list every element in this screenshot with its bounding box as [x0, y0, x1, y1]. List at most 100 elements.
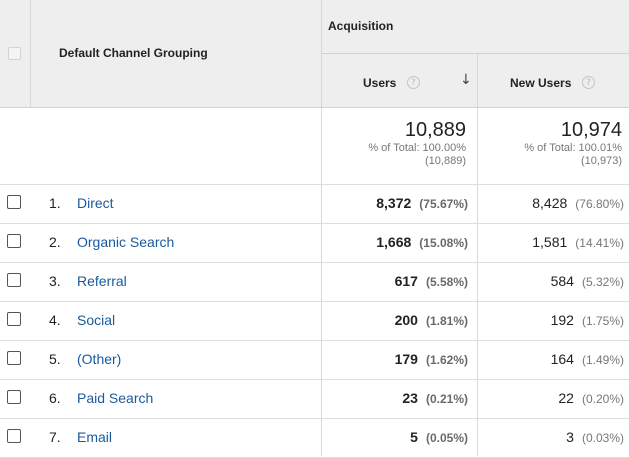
new-users-percent: (0.20%)	[581, 392, 624, 406]
users-cell: 179 (1.62%)	[322, 351, 468, 367]
row-checkbox[interactable]	[7, 195, 21, 209]
users-percent: (15.08%)	[419, 236, 468, 250]
users-total-value: 10,889	[404, 119, 466, 141]
users-percent: (0.05%)	[425, 431, 468, 445]
divider	[0, 418, 629, 419]
new-users-cell: 22 (0.20%)	[478, 390, 624, 406]
divider	[0, 262, 629, 263]
new-users-cell: 3 (0.03%)	[478, 429, 624, 445]
new-users-cell: 192 (1.75%)	[478, 312, 624, 328]
users-value: 5	[410, 429, 418, 445]
new-users-value: 1,581	[532, 234, 568, 250]
row-checkbox[interactable]	[7, 429, 21, 443]
new-users-total-base: (10,973)	[581, 155, 622, 167]
users-percent: (5.58%)	[425, 275, 468, 289]
row-checkbox[interactable]	[7, 390, 21, 404]
row-number: 5.	[49, 351, 61, 367]
table-row: 1. Direct 8,372 (75.67%) 8,428 (76.80%)	[0, 185, 629, 224]
divider	[0, 301, 629, 302]
new-users-value: 22	[558, 390, 574, 406]
divider	[321, 0, 322, 456]
new-users-percent: (14.41%)	[575, 236, 624, 250]
new-users-cell: 8,428 (76.80%)	[478, 195, 624, 211]
channel-link[interactable]: (Other)	[77, 351, 122, 367]
new-users-total: 10,974 % of Total: 100.01% (10,973)	[478, 119, 622, 168]
new-users-cell: 164 (1.49%)	[478, 351, 624, 367]
row-checkbox[interactable]	[7, 273, 21, 287]
users-total-base: (10,889)	[425, 155, 466, 167]
divider	[0, 379, 629, 380]
users-value: 1,668	[376, 234, 412, 250]
users-cell: 617 (5.58%)	[322, 273, 468, 289]
row-checkbox[interactable]	[7, 312, 21, 326]
new-users-value: 192	[550, 312, 574, 328]
new-users-total-pct: % of Total: 100.01%	[524, 142, 622, 154]
table-row: 7. Email 5 (0.05%) 3 (0.03%)	[0, 419, 629, 458]
divider	[0, 340, 629, 341]
users-value: 200	[394, 312, 418, 328]
channel-link[interactable]: Social	[77, 312, 116, 328]
new-users-percent: (5.32%)	[581, 275, 624, 289]
row-number: 1.	[49, 195, 61, 211]
table-row: 6. Paid Search 23 (0.21%) 22 (0.20%)	[0, 380, 629, 419]
header-columns-bg	[321, 53, 629, 107]
channel-link[interactable]: Organic Search	[77, 234, 175, 250]
users-percent: (1.81%)	[425, 314, 468, 328]
help-icon[interactable]: ?	[406, 76, 420, 90]
users-value: 8,372	[376, 195, 412, 211]
new-users-column-header[interactable]: New Users ?	[510, 74, 595, 92]
row-number: 4.	[49, 312, 61, 328]
row-checkbox[interactable]	[7, 234, 21, 248]
new-users-percent: (76.80%)	[575, 197, 624, 211]
new-users-percent: (1.49%)	[581, 353, 624, 367]
users-cell: 200 (1.81%)	[322, 312, 468, 328]
channel-link[interactable]: Direct	[77, 195, 114, 211]
users-value: 179	[394, 351, 418, 367]
divider	[30, 0, 31, 107]
dimension-header[interactable]: Default Channel Grouping	[59, 46, 208, 60]
new-users-percent: (0.03%)	[581, 431, 624, 445]
sort-descending-icon[interactable]: ↓	[460, 72, 472, 88]
row-checkbox[interactable]	[7, 351, 21, 365]
new-users-total-value: 10,974	[560, 119, 622, 141]
new-users-percent: (1.75%)	[581, 314, 624, 328]
users-cell: 23 (0.21%)	[322, 390, 468, 406]
help-icon[interactable]: ?	[581, 76, 595, 90]
row-number: 7.	[49, 429, 61, 445]
channel-link[interactable]: Referral	[77, 273, 127, 289]
new-users-value: 584	[550, 273, 574, 289]
divider	[0, 184, 629, 185]
divider	[321, 53, 629, 54]
table-row: 2. Organic Search 1,668 (15.08%) 1,581 (14.41…	[0, 224, 629, 263]
divider	[0, 223, 629, 224]
table-row: 3. Referral 617 (5.58%) 584 (5.32%)	[0, 263, 629, 302]
divider	[477, 53, 478, 456]
table-row: 5. (Other) 179 (1.62%) 164 (1.49%)	[0, 341, 629, 380]
new-users-header-label: New Users	[510, 76, 572, 90]
users-value: 23	[402, 390, 418, 406]
channel-link[interactable]: Paid Search	[77, 390, 154, 406]
channel-link[interactable]: Email	[77, 429, 113, 445]
users-percent: (1.62%)	[425, 353, 468, 367]
users-cell: 1,668 (15.08%)	[322, 234, 468, 250]
users-header-label: Users	[363, 76, 397, 90]
header-group-bg	[321, 0, 629, 53]
users-cell: 5 (0.05%)	[322, 429, 468, 445]
users-percent: (75.67%)	[419, 197, 468, 211]
users-column-header[interactable]: Users ?	[363, 74, 420, 92]
select-all-checkbox[interactable]	[8, 47, 21, 60]
new-users-value: 8,428	[532, 195, 568, 211]
group-header: Acquisition	[328, 19, 394, 33]
new-users-cell: 1,581 (14.41%)	[478, 234, 624, 250]
users-total-pct: % of Total: 100.00%	[368, 142, 466, 154]
row-number: 3.	[49, 273, 61, 289]
new-users-cell: 584 (5.32%)	[478, 273, 624, 289]
new-users-value: 3	[566, 429, 574, 445]
row-number: 6.	[49, 390, 61, 406]
users-cell: 8,372 (75.67%)	[322, 195, 468, 211]
new-users-value: 164	[550, 351, 574, 367]
table-row: 4. Social 200 (1.81%) 192 (1.75%)	[0, 302, 629, 341]
users-total: 10,889 % of Total: 100.00% (10,889)	[322, 119, 466, 168]
header-left-bg	[0, 0, 321, 107]
